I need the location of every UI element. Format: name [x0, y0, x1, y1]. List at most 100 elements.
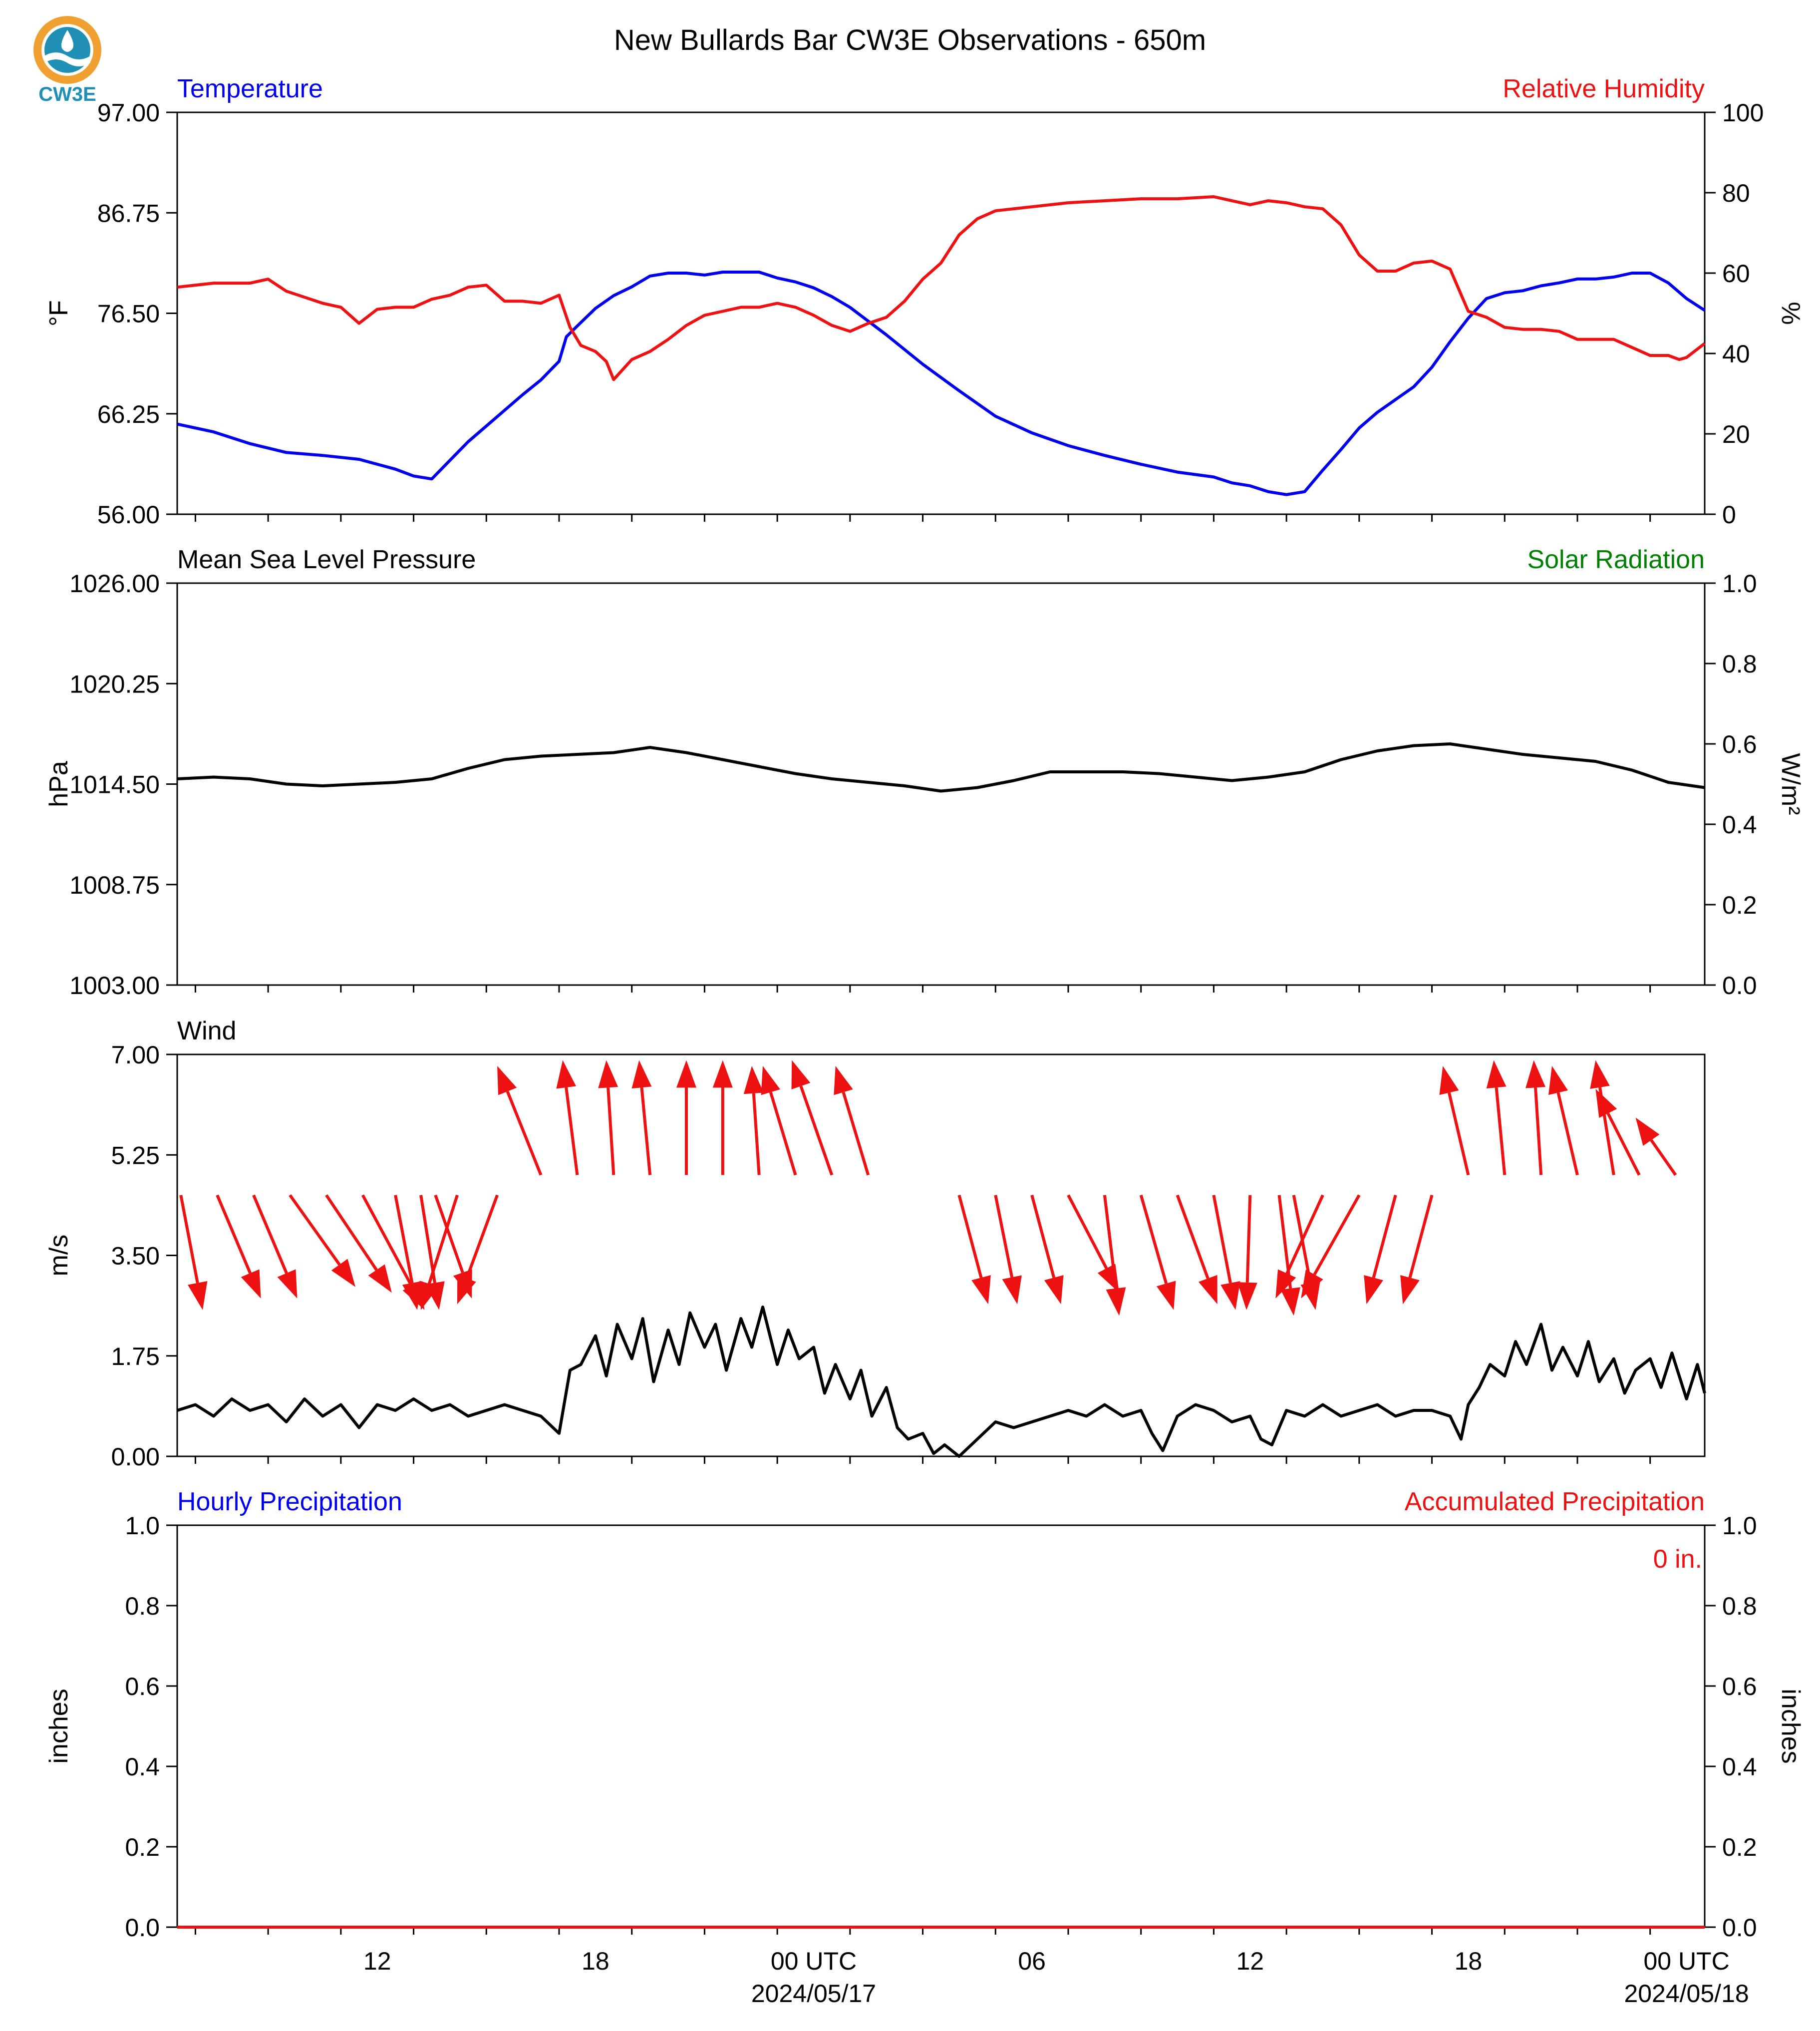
y-right-tick-label: 0.8 [1722, 1592, 1757, 1620]
wind-arrow-shaft [1176, 1194, 1210, 1279]
y-axis-label: °F [44, 300, 73, 327]
y-tick-label: 97.00 [97, 99, 160, 127]
wind-arrow-shaft [1285, 1194, 1324, 1274]
wind-arrow-shaft [434, 1194, 464, 1273]
wind-arrow-head [1280, 1287, 1300, 1316]
wind-arrow-head [419, 1281, 439, 1310]
y-right-tick-label: 100 [1722, 99, 1764, 127]
y-tick-label: 0.0 [125, 1914, 160, 1942]
wind-arrow-head [1595, 1089, 1617, 1118]
wind-arrow-head [1400, 1275, 1420, 1305]
wind-arrow-head [743, 1066, 764, 1094]
wind-arrow-shaft [994, 1195, 1014, 1278]
x-tick-date-label: 2024/05/18 [1624, 1980, 1749, 2008]
x-tick-label: 18 [1455, 1947, 1483, 1975]
wind-arrow-head [1590, 1060, 1610, 1089]
wind-arrow-shaft [1372, 1194, 1397, 1278]
wind-arrow-head [556, 1060, 577, 1089]
wind-arrow-shaft [325, 1194, 378, 1271]
y-right-tick-label: 0 [1722, 501, 1736, 529]
y-right-tick-label: 1.0 [1722, 570, 1757, 598]
x-tick-label: 06 [1018, 1947, 1046, 1975]
wind-arrow-head [1364, 1275, 1383, 1305]
y-tick-label: 1.75 [111, 1343, 160, 1370]
wind-arrow-head [1525, 1060, 1546, 1088]
panel-2-frame [176, 582, 1706, 986]
x-tick-label: 00 UTC [771, 1947, 857, 1975]
wind-arrow-head [1220, 1281, 1240, 1310]
panel-3-left-title: Wind [177, 1016, 236, 1045]
y-tick-label: 1020.25 [69, 670, 160, 698]
wind-arrow-shaft [216, 1194, 252, 1274]
wind-arrow-shaft [565, 1087, 579, 1175]
y-right-tick-label: 80 [1722, 179, 1750, 207]
panel-4-right-title: Accumulated Precipitation [1405, 1487, 1705, 1516]
wind-arrow-shaft [179, 1195, 199, 1284]
y-right-tick-label: 0.4 [1722, 1753, 1757, 1781]
logo-wave-icon [44, 52, 90, 66]
mean-sea-level-pressure-line [177, 742, 1705, 793]
x-tick-label: 12 [1236, 1947, 1264, 1975]
wind-arrow-head [497, 1066, 517, 1095]
wind-arrow-shaft [607, 1087, 615, 1175]
panel-1-left-title: Temperature [177, 74, 323, 103]
wind-arrow-shaft [769, 1091, 797, 1176]
y-tick-label: 0.2 [125, 1833, 160, 1861]
y-axis-label: hPa [44, 761, 73, 807]
wind-arrow-head [402, 1281, 422, 1310]
y-tick-label: 76.50 [97, 300, 160, 328]
wind-arrow-shaft [394, 1195, 414, 1284]
x-tick-date-label: 2024/05/17 [751, 1980, 876, 2008]
wind-arrow-head [712, 1060, 733, 1088]
y-right-tick-label: 20 [1722, 420, 1750, 448]
y-right-axis-label: % [1776, 302, 1805, 325]
y-tick-label: 0.8 [125, 1592, 160, 1620]
wind-arrow-shaft [640, 1087, 652, 1175]
wind-arrow-head [1002, 1275, 1022, 1305]
y-tick-label: 1008.75 [69, 871, 160, 899]
wind-arrow-shaft [427, 1194, 459, 1285]
wind-arrow-head [971, 1275, 991, 1305]
relative-humidity-line [177, 195, 1706, 381]
y-tick-label: 3.50 [111, 1242, 160, 1270]
wind-arrow-shaft [1030, 1194, 1056, 1278]
y-tick-label: 1026.00 [69, 570, 160, 598]
wind-arrow-head [1439, 1066, 1459, 1095]
wind-arrow-shaft [1408, 1194, 1434, 1278]
wind-arrow-shaft [1606, 1112, 1641, 1176]
wind-arrow-head [631, 1060, 652, 1089]
figure-title: New Bullards Bar CW3E Observations - 650… [614, 24, 1206, 56]
wind-arrow-shaft [1650, 1139, 1677, 1176]
y-right-tick-label: 40 [1722, 340, 1750, 368]
wind-arrow-shaft [1534, 1087, 1543, 1175]
wind-arrow-shaft [252, 1194, 288, 1274]
y-tick-label: 1003.00 [69, 972, 160, 1000]
y-right-tick-label: 0.0 [1722, 972, 1757, 1000]
wind-arrow-head [1548, 1066, 1568, 1095]
y-right-tick-label: 0.2 [1722, 891, 1757, 919]
panel-2-left-title: Mean Sea Level Pressure [177, 545, 476, 574]
panel-1-right-title: Relative Humidity [1503, 74, 1705, 103]
y-tick-label: 0.00 [111, 1443, 160, 1471]
wind-arrow-head [457, 1275, 476, 1305]
wind-arrow-shaft [1556, 1092, 1579, 1176]
wind-arrow-head [368, 1264, 392, 1293]
y-tick-label: 86.75 [97, 199, 160, 227]
wind-arrow-head [1044, 1275, 1064, 1305]
y-right-tick-label: 1.0 [1722, 1512, 1757, 1540]
wind-arrow-shaft [506, 1090, 543, 1176]
wind-arrow-shaft [419, 1195, 436, 1283]
y-right-axis-label: W/m² [1776, 753, 1805, 815]
y-right-tick-label: 0.8 [1722, 650, 1757, 678]
wind-arrow-head [241, 1269, 261, 1299]
y-tick-label: 66.25 [97, 400, 160, 428]
y-axis-label: inches [44, 1689, 73, 1763]
panel-4-frame [176, 1524, 1706, 1928]
y-tick-label: 0.6 [125, 1673, 160, 1700]
y-tick-label: 5.25 [111, 1141, 160, 1169]
wind-arrow-head [834, 1066, 853, 1095]
x-tick-label: 18 [582, 1947, 609, 1975]
accumulated-precip-value: 0 in. [1653, 1545, 1702, 1574]
wind-speed-line [177, 1306, 1706, 1458]
wind-arrow-head [761, 1066, 780, 1095]
